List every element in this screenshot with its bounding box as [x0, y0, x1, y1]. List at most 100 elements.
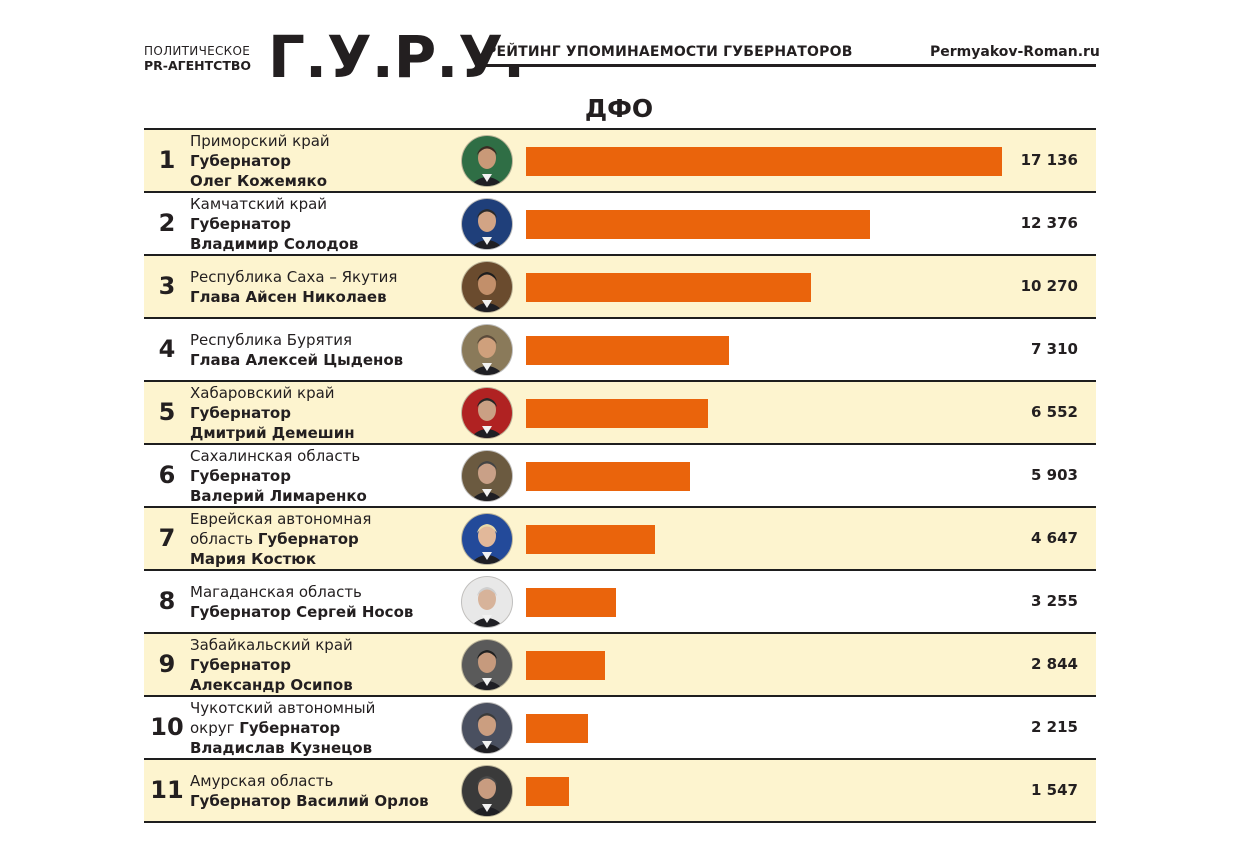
- rank-number: 10: [150, 713, 184, 741]
- governor-name: Губернатор: [190, 466, 291, 485]
- governor-name: Олег Кожемяко: [190, 171, 328, 190]
- rank-number: 1: [158, 146, 176, 174]
- region-name-cont: округ: [190, 718, 240, 737]
- value-label: 2 215: [1031, 718, 1078, 736]
- region-name: Камчатский край: [190, 194, 328, 213]
- value-bar: [526, 525, 655, 554]
- region-name: Амурская область: [190, 771, 334, 790]
- rank-number: 2: [158, 209, 176, 237]
- value-bar: [526, 399, 708, 428]
- rank-number: 5: [158, 398, 176, 426]
- region-name: Забайкальский край: [190, 635, 353, 654]
- value-label: 2 844: [1031, 655, 1078, 673]
- table-row: 7 Еврейская автономная область Губернатор М…: [144, 506, 1096, 569]
- site-link[interactable]: Permyakov-Roman.ru: [930, 44, 1100, 60]
- value-label: 3 255: [1031, 592, 1078, 610]
- governor-name: Губернатор: [190, 655, 291, 674]
- region-name-line2: область Губернатор: [190, 529, 460, 549]
- value-bar: [526, 588, 616, 617]
- governor-name: Губернатор: [190, 214, 291, 233]
- guru-logo: Г.У.Р.У.: [268, 23, 526, 91]
- agency-line-2: PR-АГЕНТСТВО: [144, 58, 251, 73]
- governor-photo-icon: [462, 766, 512, 816]
- value-bar: [526, 147, 1002, 176]
- governor-text: Республика Саха – Якутия Глава Айсен Нико…: [190, 256, 460, 317]
- governor-photo-icon: [462, 199, 512, 249]
- governor-name: Владислав Кузнецов: [190, 738, 373, 757]
- rank-number: 9: [158, 650, 176, 678]
- value-bar: [526, 777, 569, 806]
- value-bar: [526, 210, 870, 239]
- rank-number: 7: [158, 524, 176, 552]
- region-name: Республика Бурятия: [190, 330, 353, 349]
- value-label: 17 136: [1020, 151, 1078, 169]
- governor-name: Губернатор Сергей Носов: [190, 602, 414, 621]
- value-label: 6 552: [1031, 403, 1078, 421]
- governor-photo-icon: [462, 262, 512, 312]
- governor-text: Амурская область Губернатор Василий Орлов: [190, 760, 460, 821]
- rank-number: 3: [158, 272, 176, 300]
- value-bar: [526, 714, 588, 743]
- rank-number: 4: [158, 335, 176, 363]
- region-name: Приморский край: [190, 131, 330, 150]
- header: ПОЛИТИЧЕСКОЕ PR-АГЕНТСТВО Г.У.Р.У. РЕЙТИ…: [0, 0, 1260, 100]
- governor-photo-icon: [462, 451, 512, 501]
- governor-name: Глава Алексей Цыденов: [190, 350, 404, 369]
- table-row: 6 Сахалинская область Губернатор Валерий Ли…: [144, 443, 1096, 506]
- governor-name: Губернатор Василий Орлов: [190, 791, 429, 810]
- table-row: 4 Республика Бурятия Глава Алексей Цыденов…: [144, 317, 1096, 380]
- value-label: 5 903: [1031, 466, 1078, 484]
- governor-title: Губернатор: [257, 529, 359, 548]
- governor-name: Губернатор: [190, 403, 291, 422]
- agency-line-1: ПОЛИТИЧЕСКОЕ: [144, 44, 251, 58]
- table-row: 10 Чукотский автономный округ Губернатор Вл…: [144, 695, 1096, 758]
- rank-number: 8: [158, 587, 176, 615]
- governor-text: Сахалинская область Губернатор Валерий Лим…: [190, 445, 460, 506]
- value-bar: [526, 651, 605, 680]
- governor-name: Дмитрий Демешин: [190, 423, 355, 442]
- region-name: Хабаровский край: [190, 383, 335, 402]
- value-label: 4 647: [1031, 529, 1078, 547]
- table-row: 11 Амурская область Губернатор Василий Орл…: [144, 758, 1096, 823]
- region-name-line2: округ Губернатор: [190, 718, 460, 738]
- governor-name: Валерий Лимаренко: [190, 486, 367, 505]
- governor-photo-icon: [462, 640, 512, 690]
- value-label: 1 547: [1031, 781, 1078, 799]
- governor-photo-icon: [462, 514, 512, 564]
- value-label: 10 270: [1020, 277, 1078, 295]
- governor-photo-icon: [462, 703, 512, 753]
- value-bar: [526, 273, 811, 302]
- value-label: 12 376: [1020, 214, 1078, 232]
- governor-photo-icon: [462, 325, 512, 375]
- governor-text: Забайкальский край Губернатор Александр Ос…: [190, 634, 460, 695]
- ranking-table: 1 Приморский край Губернатор Олег Кожемяко 1…: [144, 128, 1096, 823]
- table-row: 3 Республика Саха – Якутия Глава Айсен Ник…: [144, 254, 1096, 317]
- region-name-cont: область: [190, 529, 258, 548]
- rank-number: 11: [150, 776, 184, 804]
- governor-name: Глава Айсен Николаев: [190, 287, 387, 306]
- region-name: Еврейская автономная: [190, 509, 372, 528]
- table-row: 1 Приморский край Губернатор Олег Кожемяко 1…: [144, 128, 1096, 191]
- table-row: 2 Камчатский край Губернатор Владимир Солод…: [144, 191, 1096, 254]
- governor-text: Камчатский край Губернатор Владимир Солодо…: [190, 193, 460, 254]
- value-bar: [526, 462, 690, 491]
- governor-name: Губернатор: [190, 151, 291, 170]
- governor-text: Магаданская область Губернатор Сергей Нос…: [190, 571, 460, 632]
- governor-name: Мария Костюк: [190, 549, 317, 568]
- table-row: 8 Магаданская область Губернатор Сергей Но…: [144, 569, 1096, 632]
- region-name: Чукотский автономный: [190, 698, 376, 717]
- rating-title: РЕЙТИНГ УПОМИНАЕМОСТИ ГУБЕРНАТОРОВ: [486, 44, 853, 60]
- value-bar: [526, 336, 729, 365]
- governor-text: Хабаровский край Губернатор Дмитрий Демеши…: [190, 382, 460, 443]
- governor-photo-icon: [462, 388, 512, 438]
- table-row: 5 Хабаровский край Губернатор Дмитрий Демеш…: [144, 380, 1096, 443]
- governor-photo-icon: [462, 136, 512, 186]
- region-name: Магаданская область: [190, 582, 362, 601]
- value-label: 7 310: [1031, 340, 1078, 358]
- governor-title: Губернатор: [239, 718, 341, 737]
- chart-title: ДФО: [584, 94, 654, 123]
- governor-text: Чукотский автономный округ Губернатор Влад…: [190, 697, 460, 758]
- governor-text: Приморский край Губернатор Олег Кожемяко: [190, 130, 460, 191]
- table-row: 9 Забайкальский край Губернатор Александр О…: [144, 632, 1096, 695]
- governor-text: Республика Бурятия Глава Алексей Цыденов: [190, 319, 460, 380]
